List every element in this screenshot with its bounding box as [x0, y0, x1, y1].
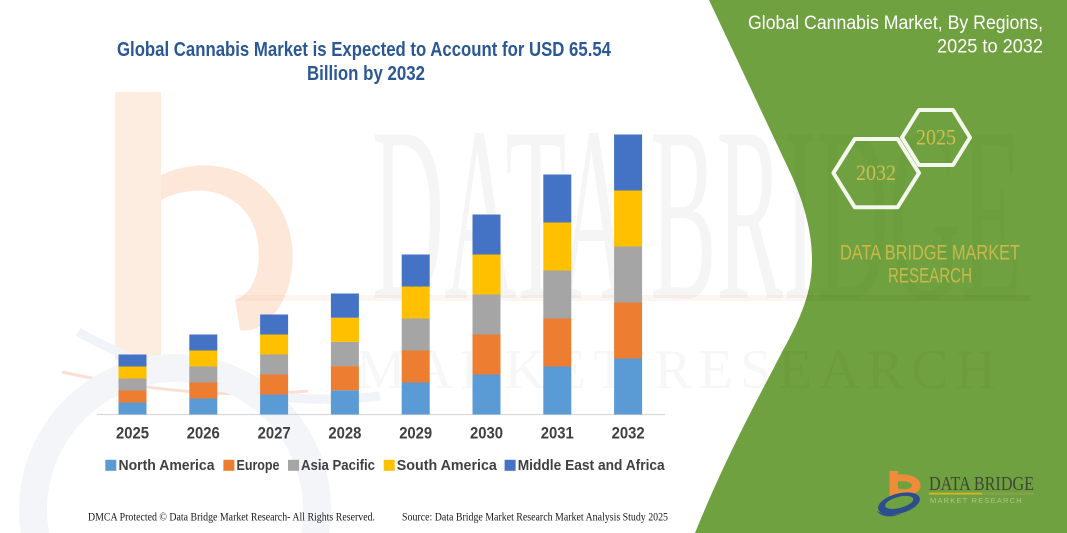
- svg-text:South America: South America: [397, 457, 498, 474]
- svg-text:MARKET RESEARCH: MARKET RESEARCH: [930, 496, 1023, 505]
- svg-text:Middle East and Africa: Middle East and Africa: [518, 457, 666, 474]
- svg-text:2032: 2032: [856, 160, 896, 185]
- svg-text:Source: Data Bridge Market Res: Source: Data Bridge Market Research Mark…: [402, 510, 668, 524]
- svg-text:DATA BRIDGE MARKET: DATA BRIDGE MARKET: [840, 242, 1020, 265]
- svg-text:2025 to 2032: 2025 to 2032: [937, 37, 1043, 58]
- svg-text:2032: 2032: [612, 424, 645, 443]
- svg-text:2030: 2030: [470, 424, 503, 443]
- svg-text:2029: 2029: [399, 424, 432, 443]
- svg-text:2025: 2025: [916, 125, 956, 150]
- svg-text:2031: 2031: [541, 424, 574, 443]
- svg-text:RESEARCH: RESEARCH: [888, 265, 972, 288]
- svg-text:Global Cannabis Market, By Reg: Global Cannabis Market, By Regions,: [748, 13, 1043, 34]
- svg-text:Billion by 2032: Billion by 2032: [307, 62, 425, 85]
- svg-text:Global Cannabis Market is Expe: Global Cannabis Market is Expected to Ac…: [117, 38, 611, 61]
- svg-text:2028: 2028: [328, 424, 361, 443]
- svg-text:2027: 2027: [258, 424, 291, 443]
- svg-text:2025: 2025: [116, 424, 149, 443]
- svg-text:Europe: Europe: [237, 457, 280, 474]
- svg-text:Asia Pacific: Asia Pacific: [301, 457, 375, 474]
- svg-text:DATA BRIDGE: DATA BRIDGE: [929, 473, 1034, 495]
- svg-text:DMCA Protected © Data Bridge M: DMCA Protected © Data Bridge Market Rese…: [88, 510, 375, 524]
- svg-text:North America: North America: [119, 457, 216, 474]
- svg-text:2026: 2026: [187, 424, 220, 443]
